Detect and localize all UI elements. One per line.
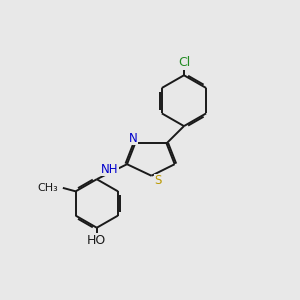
Text: CH₃: CH₃ bbox=[38, 183, 58, 193]
Text: N: N bbox=[128, 132, 137, 145]
Text: S: S bbox=[155, 174, 162, 187]
Text: HO: HO bbox=[87, 234, 106, 247]
Text: Cl: Cl bbox=[178, 56, 190, 69]
Text: NH: NH bbox=[101, 163, 118, 176]
